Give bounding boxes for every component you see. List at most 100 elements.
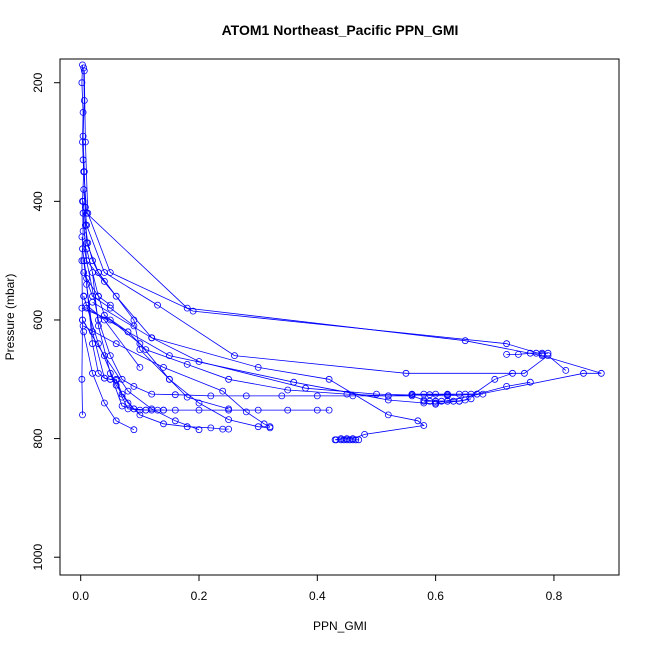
data-point <box>597 369 605 377</box>
data-point <box>80 64 88 72</box>
data-point <box>183 304 191 312</box>
data-point <box>515 350 522 358</box>
plot-frame <box>59 58 620 576</box>
data-point <box>260 420 268 428</box>
data-point <box>112 292 120 300</box>
data-point <box>313 406 321 414</box>
data-point <box>118 390 126 398</box>
series-line <box>82 213 531 397</box>
y-axis: 200 400 600 800 1000 <box>31 72 60 571</box>
profile-series <box>80 292 144 371</box>
data-point <box>526 378 534 386</box>
data-point <box>195 426 203 434</box>
data-point <box>562 366 570 374</box>
x-tick-label: 0.0 <box>72 589 89 603</box>
profile-series <box>80 67 546 358</box>
data-point <box>225 416 233 424</box>
data-point <box>361 430 369 438</box>
data-point <box>444 390 451 398</box>
y-tick-label: 400 <box>31 191 45 211</box>
data-point <box>521 369 528 377</box>
profile-series <box>79 322 274 431</box>
data-point <box>83 301 90 309</box>
data-point <box>160 406 167 414</box>
data-point <box>83 274 90 282</box>
data-point <box>130 382 138 390</box>
data-point <box>84 239 92 247</box>
data-point <box>124 387 132 395</box>
data-point <box>242 408 250 416</box>
data-point <box>165 352 173 360</box>
data-point <box>80 97 88 104</box>
data-point <box>80 269 88 276</box>
data-point <box>79 209 87 217</box>
data-point <box>242 392 250 400</box>
profile-series <box>79 316 203 434</box>
x-axis: 0.0 0.2 0.4 0.6 0.8 <box>72 575 563 603</box>
data-point <box>112 417 120 425</box>
data-point <box>225 406 233 414</box>
data-point <box>195 406 203 414</box>
data-point <box>95 340 102 348</box>
y-tick-label: 200 <box>31 72 45 92</box>
data-point <box>420 422 428 429</box>
data-point <box>284 386 292 394</box>
series-line <box>92 301 425 441</box>
series-layer <box>78 61 605 444</box>
data-point <box>80 292 88 300</box>
data-point <box>461 337 469 345</box>
profile-series <box>78 304 274 432</box>
data-point <box>266 423 274 431</box>
data-point <box>89 257 96 265</box>
data-point <box>165 375 173 383</box>
y-tick-label: 800 <box>31 428 45 448</box>
data-point <box>384 392 392 400</box>
data-point <box>95 292 102 300</box>
series-line <box>92 272 330 411</box>
profile-series <box>83 245 475 405</box>
data-point <box>79 132 87 140</box>
series-line <box>83 331 135 431</box>
data-point <box>136 363 144 371</box>
data-point <box>219 387 227 395</box>
profile-series <box>79 197 108 285</box>
data-point <box>95 269 102 276</box>
data-point <box>124 399 132 407</box>
data-point <box>290 378 298 386</box>
data-point <box>148 390 156 398</box>
data-point <box>118 402 126 410</box>
x-tick-label: 0.6 <box>427 589 444 603</box>
data-point <box>78 257 86 265</box>
data-point <box>101 277 108 285</box>
y-tick-label: 1000 <box>31 544 45 571</box>
data-point <box>78 304 86 312</box>
profile-series <box>80 328 138 434</box>
data-point <box>79 156 87 164</box>
data-point <box>503 382 511 390</box>
profile-series <box>89 298 428 444</box>
data-point <box>325 375 333 383</box>
data-point <box>313 392 321 400</box>
data-point <box>79 109 87 116</box>
data-point <box>148 334 156 342</box>
data-point <box>112 340 120 348</box>
profile-series <box>78 233 487 400</box>
data-point <box>414 417 422 425</box>
profile-series <box>80 186 570 377</box>
data-point <box>160 363 167 371</box>
data-point <box>130 426 138 434</box>
data-point <box>231 352 238 360</box>
data-point <box>254 406 262 414</box>
profile-series <box>79 245 114 309</box>
series-line <box>82 319 200 431</box>
data-point <box>473 390 481 398</box>
data-point <box>352 436 360 444</box>
data-point <box>112 381 120 389</box>
data-point <box>154 301 162 309</box>
data-point <box>136 411 144 419</box>
series-line <box>83 296 141 368</box>
series-line <box>83 296 229 430</box>
profile-series <box>332 436 363 444</box>
data-point <box>80 186 88 193</box>
